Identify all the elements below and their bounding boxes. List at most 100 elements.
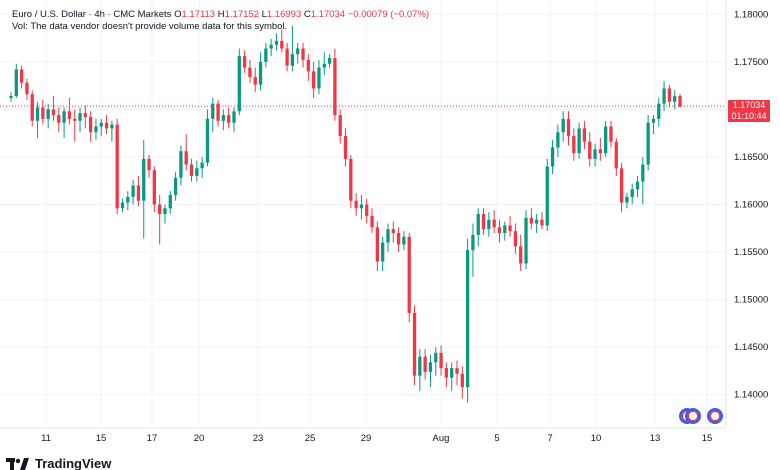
candle-body: [311, 71, 316, 89]
candle-body: [481, 214, 486, 230]
candle-body: [609, 126, 613, 142]
candle-body: [158, 204, 162, 214]
candle: [476, 208, 480, 247]
candle: [370, 208, 374, 234]
y-axis[interactable]: 1.180001.175001.170001.165001.160001.155…: [734, 9, 768, 400]
candle-body: [566, 118, 571, 137]
candle-body: [205, 118, 210, 163]
candle-body: [327, 58, 332, 64]
candle: [227, 107, 231, 129]
high-label: H: [217, 9, 225, 20]
candle-body: [492, 219, 496, 228]
candle: [264, 42, 268, 68]
candle: [386, 223, 390, 253]
close-value: 1.17034: [310, 9, 346, 20]
y-tick-label: 1.15500: [734, 247, 768, 258]
candle: [46, 103, 50, 129]
candle: [327, 54, 332, 68]
candle-body: [455, 368, 459, 374]
candle-body: [593, 149, 597, 159]
candle: [540, 212, 544, 230]
candle: [94, 118, 98, 140]
candle: [428, 354, 433, 388]
x-tick-label: 17: [147, 433, 158, 444]
candle-body: [264, 48, 268, 62]
candle-body: [184, 151, 188, 165]
candle-body: [99, 122, 103, 127]
candle: [598, 137, 603, 161]
candle-body: [487, 219, 491, 230]
candle-body: [200, 162, 204, 169]
candle: [152, 166, 157, 213]
candle-body: [646, 122, 650, 165]
candle-body: [402, 236, 406, 245]
candle: [667, 84, 672, 108]
x-tick-label: 29: [361, 433, 372, 444]
candle: [158, 194, 162, 245]
x-axis[interactable]: 11 15 17 20 23 25 29 Aug 5 7 10 13 15: [41, 433, 712, 444]
candle-body: [619, 168, 624, 203]
candle-body: [444, 368, 449, 378]
candle-body: [46, 109, 50, 119]
candle-body: [476, 214, 480, 235]
candle-body: [359, 204, 364, 209]
candle: [221, 109, 226, 131]
candle: [280, 29, 284, 53]
candle-body: [227, 115, 231, 123]
symbol-legend[interactable]: Euro / U.S. Dollar · 4h · CMC Markets O1…: [12, 8, 429, 21]
candle-body: [35, 107, 40, 121]
candle-body: [280, 40, 284, 49]
candle-body: [604, 126, 608, 154]
candle-body: [25, 82, 29, 95]
tradingview-logo[interactable]: TradingView: [6, 456, 111, 470]
candle: [439, 345, 443, 376]
candle: [248, 59, 252, 83]
candle: [359, 194, 364, 220]
candle-body: [375, 227, 380, 262]
candle: [508, 215, 512, 237]
candle-body: [407, 236, 411, 313]
candle-body: [88, 116, 93, 133]
candle-body: [497, 227, 502, 234]
candle-body: [301, 48, 305, 60]
candle: [423, 349, 427, 380]
candle-body: [163, 208, 167, 214]
candle-body: [365, 204, 369, 216]
candle: [434, 347, 438, 376]
candle-body: [322, 63, 326, 68]
candle: [301, 42, 305, 68]
candle: [503, 221, 507, 241]
candle-body: [62, 111, 66, 123]
candle: [311, 61, 316, 98]
candle: [465, 238, 470, 403]
x-tick-label: 25: [305, 433, 316, 444]
candle-body: [51, 109, 56, 116]
candle: [285, 42, 289, 72]
candle: [625, 193, 629, 209]
candle: [588, 132, 592, 167]
candle-body: [439, 352, 443, 369]
candle: [381, 236, 385, 272]
candle: [577, 122, 581, 159]
candle-body: [9, 96, 13, 98]
economic-event-icon[interactable]: [685, 408, 701, 424]
economic-event-icon[interactable]: [707, 408, 723, 424]
candle: [519, 234, 523, 272]
candle-body: [465, 250, 470, 388]
candle-body: [285, 48, 289, 66]
candle: [322, 52, 326, 76]
candle-body: [338, 115, 342, 137]
candle-body: [524, 217, 528, 264]
candle: [274, 33, 279, 51]
candle: [582, 120, 587, 150]
candle-body: [258, 61, 263, 85]
x-tick-label: Aug: [433, 433, 450, 444]
candle-body: [635, 181, 640, 190]
candle: [147, 155, 151, 178]
candle: [51, 96, 56, 121]
candle: [19, 65, 24, 89]
candle-body: [19, 69, 24, 83]
candle-body: [651, 118, 656, 123]
candle-body: [242, 56, 247, 68]
